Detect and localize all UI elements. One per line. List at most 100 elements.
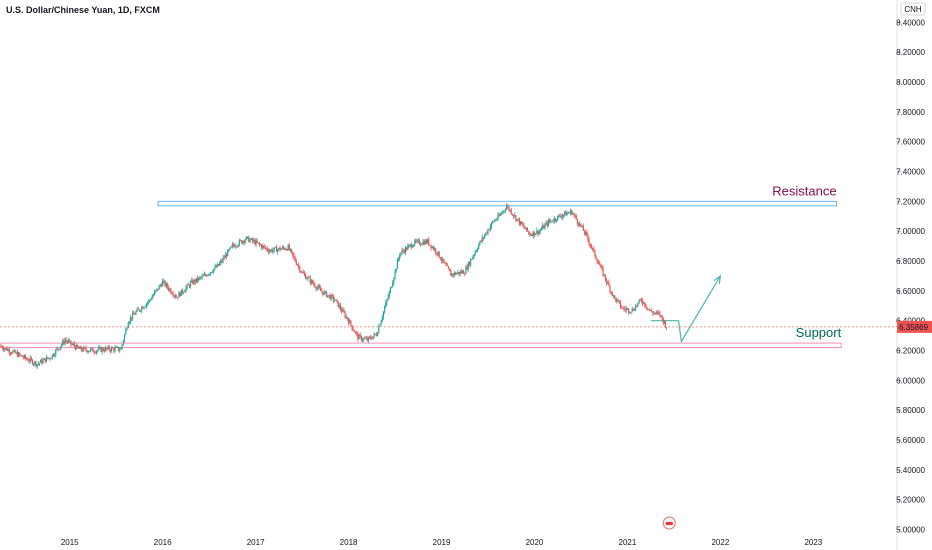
candle-body — [571, 210, 573, 215]
candle-body — [474, 251, 476, 255]
candle-body — [110, 347, 113, 352]
candle-body — [372, 336, 374, 340]
candle-body — [237, 245, 239, 247]
candle-body — [578, 223, 580, 226]
candle-body — [623, 307, 625, 309]
candle-body — [170, 288, 172, 293]
candle-body — [537, 230, 539, 234]
candle-body — [588, 239, 590, 244]
candle-body — [542, 225, 544, 229]
candle-body — [42, 360, 44, 364]
candle-body — [347, 319, 350, 324]
candle-body — [244, 240, 246, 243]
candle-body — [449, 268, 451, 272]
candle-body — [258, 242, 261, 245]
candle-body — [507, 206, 509, 207]
candle-body — [394, 270, 396, 279]
candle-body — [221, 260, 223, 262]
candle-body — [664, 321, 666, 328]
candle-body — [574, 215, 576, 216]
candle-body — [487, 229, 489, 234]
candle-body — [510, 209, 512, 214]
candle-body — [185, 287, 187, 292]
candle-body — [575, 215, 577, 220]
candle-body — [611, 292, 613, 296]
candle-body — [526, 227, 529, 232]
candle-body — [566, 213, 568, 216]
candle-body — [23, 355, 26, 358]
candle-body — [298, 265, 300, 267]
candle-body — [171, 292, 173, 295]
candle-body — [607, 282, 609, 283]
candle-body — [433, 248, 436, 250]
candle-body — [568, 212, 570, 214]
candle-body — [311, 280, 314, 284]
candle-body — [359, 334, 361, 337]
candle-body — [85, 347, 87, 351]
candle-body — [8, 349, 10, 353]
candle-body — [251, 238, 254, 242]
candle-body — [80, 346, 82, 350]
candle-body — [339, 305, 342, 310]
candle-body — [99, 347, 101, 349]
candle-body — [102, 348, 105, 351]
candle-body — [332, 296, 335, 301]
candle-body — [217, 264, 220, 266]
candle-body — [586, 231, 588, 235]
candle-body — [596, 259, 598, 263]
candle-body — [6, 348, 8, 351]
candle-body — [114, 347, 116, 351]
candle-body — [414, 240, 416, 245]
candle-body — [627, 308, 630, 313]
x-tick-label: 2021 — [619, 538, 637, 547]
candle-body — [371, 338, 373, 340]
candle-body — [643, 302, 645, 304]
candle-body — [81, 349, 84, 351]
candle-body — [514, 215, 516, 217]
candle-body — [159, 285, 161, 286]
candle-body — [418, 240, 421, 245]
candle-body — [432, 246, 434, 250]
candle-body — [2, 348, 5, 350]
candle-body — [45, 357, 48, 362]
candle-body — [84, 347, 86, 349]
candle-body — [22, 356, 24, 358]
candle-body — [431, 246, 433, 248]
candle-body — [404, 247, 407, 253]
candle-body — [250, 238, 252, 240]
currency-badge — [900, 2, 926, 16]
candle-body — [48, 357, 50, 359]
candle-body — [544, 224, 546, 229]
candle-body — [422, 241, 424, 245]
y-tick-label: 7.00000 — [896, 227, 925, 236]
candle-body — [408, 245, 410, 247]
y-tick-label: 5.20000 — [896, 496, 925, 505]
candle-body — [100, 347, 102, 352]
candle-body — [281, 247, 283, 249]
candle-body — [646, 307, 648, 310]
candle-body — [49, 357, 51, 359]
candle-body — [207, 274, 209, 277]
candle-body — [174, 295, 177, 297]
candle-body — [160, 285, 163, 287]
candle-body — [354, 332, 357, 333]
candle-body — [603, 274, 605, 276]
candle-body — [373, 333, 375, 337]
y-tick-label: 7.20000 — [896, 197, 925, 206]
candle-body — [248, 236, 250, 242]
candle-body — [425, 240, 428, 244]
candle-body — [458, 272, 460, 274]
candle-body — [406, 247, 408, 250]
candle-body — [558, 215, 560, 217]
candle-body — [40, 360, 42, 363]
candle-body — [149, 299, 151, 301]
candle-body — [388, 292, 390, 298]
candle-body — [59, 346, 62, 350]
candle-body — [344, 312, 346, 318]
candle-body — [457, 272, 459, 274]
candle-body — [157, 288, 159, 290]
candle-body — [21, 355, 23, 357]
candle-body — [33, 363, 35, 365]
candle-body — [230, 246, 232, 248]
